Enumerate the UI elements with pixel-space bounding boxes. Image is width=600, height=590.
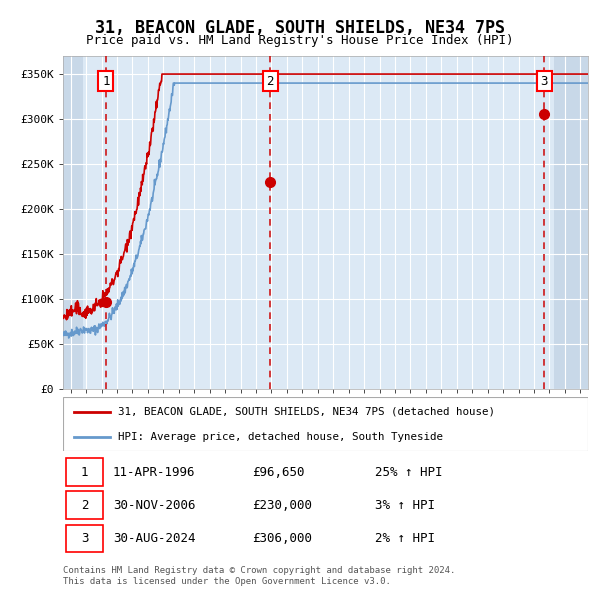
Text: Price paid vs. HM Land Registry's House Price Index (HPI): Price paid vs. HM Land Registry's House … [86, 34, 514, 47]
Text: 3: 3 [81, 532, 88, 546]
Text: This data is licensed under the Open Government Licence v3.0.: This data is licensed under the Open Gov… [63, 577, 391, 586]
FancyBboxPatch shape [65, 458, 103, 486]
Text: £96,650: £96,650 [252, 466, 305, 480]
Text: 2% ↑ HPI: 2% ↑ HPI [376, 532, 436, 546]
Text: £306,000: £306,000 [252, 532, 312, 546]
Text: 2: 2 [81, 499, 88, 513]
Text: 30-NOV-2006: 30-NOV-2006 [113, 499, 196, 513]
Bar [554, 56, 588, 389]
Text: 30-AUG-2024: 30-AUG-2024 [113, 532, 196, 546]
Text: Contains HM Land Registry data © Crown copyright and database right 2024.: Contains HM Land Registry data © Crown c… [63, 566, 455, 575]
Text: 31, BEACON GLADE, SOUTH SHIELDS, NE34 7PS (detached house): 31, BEACON GLADE, SOUTH SHIELDS, NE34 7P… [118, 407, 495, 417]
Text: 2: 2 [266, 74, 274, 87]
Bar [63, 56, 83, 389]
FancyBboxPatch shape [63, 397, 588, 451]
Text: 3: 3 [541, 74, 548, 87]
Text: 25% ↑ HPI: 25% ↑ HPI [376, 466, 443, 480]
FancyBboxPatch shape [65, 525, 103, 552]
Text: 1: 1 [102, 74, 110, 87]
FancyBboxPatch shape [65, 491, 103, 519]
Text: 31, BEACON GLADE, SOUTH SHIELDS, NE34 7PS: 31, BEACON GLADE, SOUTH SHIELDS, NE34 7P… [95, 19, 505, 37]
Text: 1: 1 [81, 466, 88, 480]
Text: £230,000: £230,000 [252, 499, 312, 513]
Text: HPI: Average price, detached house, South Tyneside: HPI: Average price, detached house, Sout… [118, 432, 443, 442]
Text: 3% ↑ HPI: 3% ↑ HPI [376, 499, 436, 513]
Text: 11-APR-1996: 11-APR-1996 [113, 466, 196, 480]
